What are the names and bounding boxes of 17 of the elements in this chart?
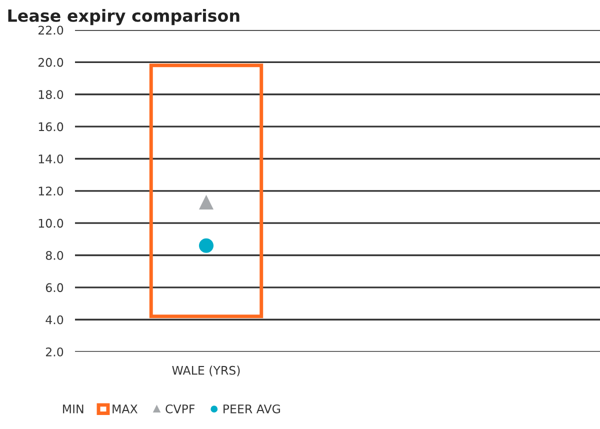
y-tick-label: 2.0 bbox=[46, 348, 64, 356]
chart-title: Lease expiry comparison bbox=[8, 9, 240, 26]
legend-label: PEER AVG bbox=[224, 404, 280, 414]
y-tick-label: 14.0 bbox=[38, 154, 64, 164]
y-tick-label: 20.0 bbox=[38, 58, 64, 67]
legend-label: CVPF bbox=[166, 404, 195, 414]
y-tick-label: 18.0 bbox=[38, 90, 64, 100]
legend-label: MAX bbox=[112, 404, 138, 414]
y-tick-label: 16.0 bbox=[38, 122, 64, 132]
x-tick-label: WALE (YRS) bbox=[172, 366, 240, 376]
y-tick-label: 6.0 bbox=[46, 283, 64, 292]
y-tick-label: 8.0 bbox=[46, 250, 64, 260]
legend-title: MIN bbox=[63, 404, 84, 414]
y-tick-label: 22.0 bbox=[38, 26, 64, 35]
y-tick-label: 4.0 bbox=[46, 315, 64, 324]
y-tick-label: 10.0 bbox=[38, 218, 64, 228]
y-tick-label: 12.0 bbox=[38, 186, 64, 196]
